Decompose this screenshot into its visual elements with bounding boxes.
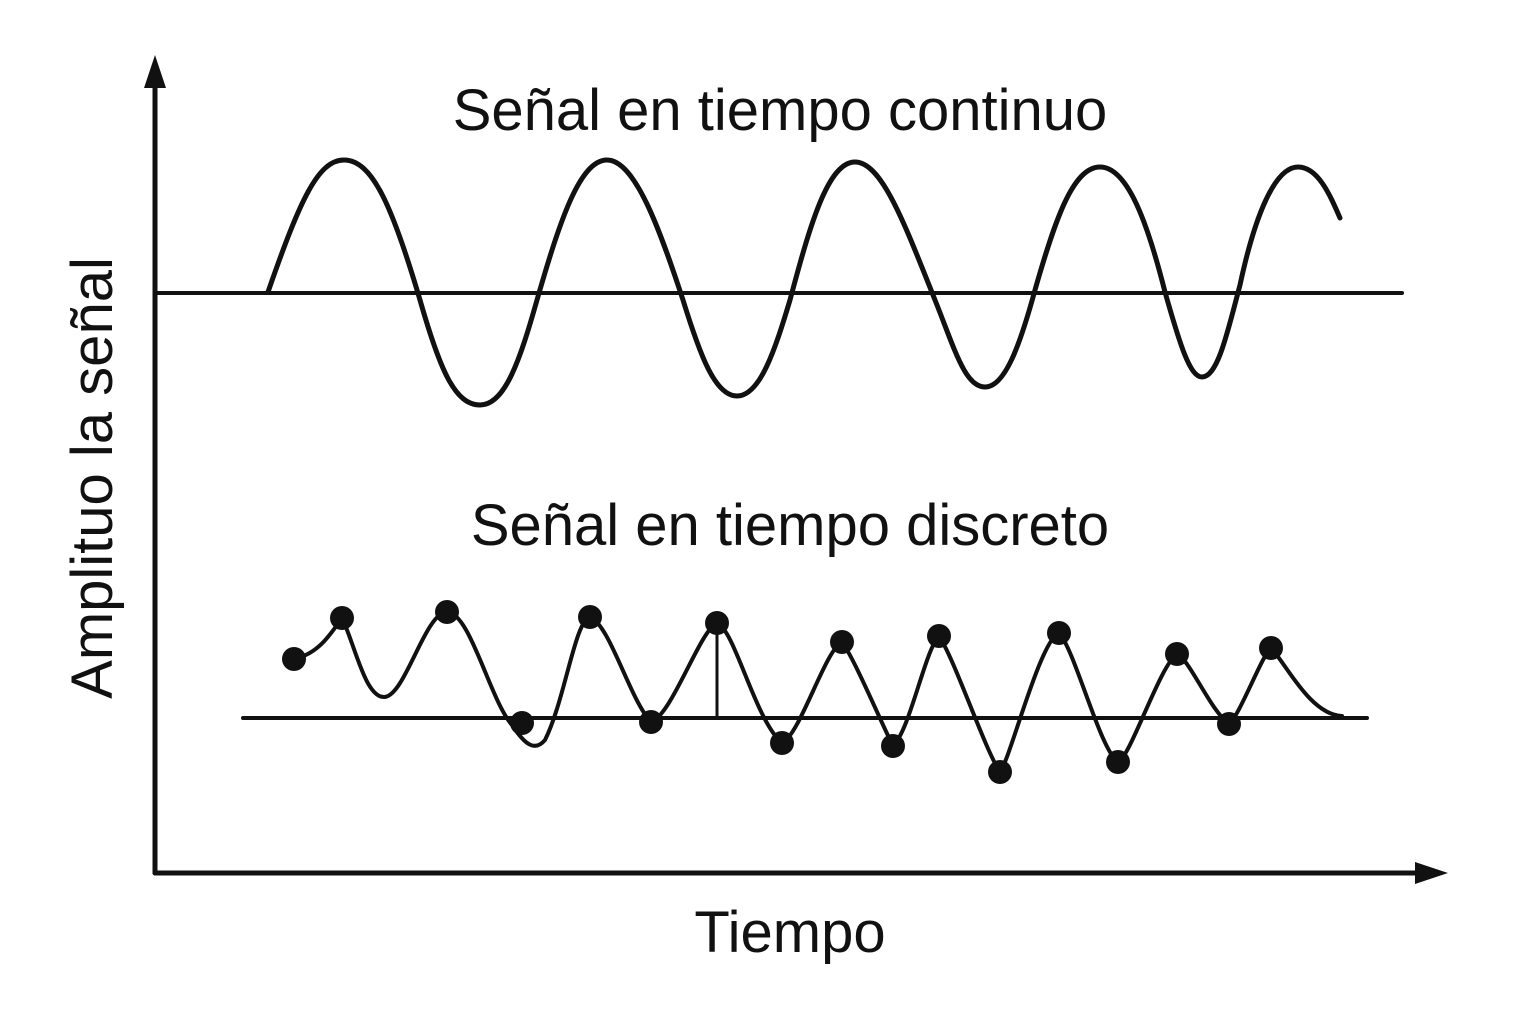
sample-point bbox=[770, 731, 794, 755]
sample-point bbox=[435, 600, 459, 624]
sample-point bbox=[639, 710, 663, 734]
continuous-title: Señal en tiempo continuo bbox=[453, 78, 1108, 143]
sample-point bbox=[1047, 621, 1071, 645]
discrete-wave bbox=[292, 610, 1344, 774]
sample-point bbox=[927, 624, 951, 648]
y-axis-label: Amplituo la señal bbox=[60, 257, 125, 699]
sample-point bbox=[1165, 642, 1189, 666]
discrete-title: Señal en tiempo discreto bbox=[471, 493, 1109, 558]
sample-point bbox=[1259, 636, 1283, 660]
continuous-wave bbox=[265, 157, 1343, 408]
axes bbox=[144, 55, 1448, 884]
sample-point bbox=[578, 605, 602, 629]
discrete-samples bbox=[282, 600, 1283, 784]
sample-point bbox=[830, 630, 854, 654]
sample-point bbox=[881, 734, 905, 758]
sample-point bbox=[1106, 750, 1130, 774]
sample-point bbox=[1217, 712, 1241, 736]
sample-point bbox=[988, 760, 1012, 784]
y-axis-arrow bbox=[144, 55, 166, 88]
sample-point bbox=[282, 647, 306, 671]
sample-point bbox=[705, 611, 729, 635]
x-axis-arrow bbox=[1415, 862, 1448, 884]
x-axis-label: Tiempo bbox=[694, 900, 885, 965]
sample-point bbox=[510, 711, 534, 735]
sample-point bbox=[330, 606, 354, 630]
